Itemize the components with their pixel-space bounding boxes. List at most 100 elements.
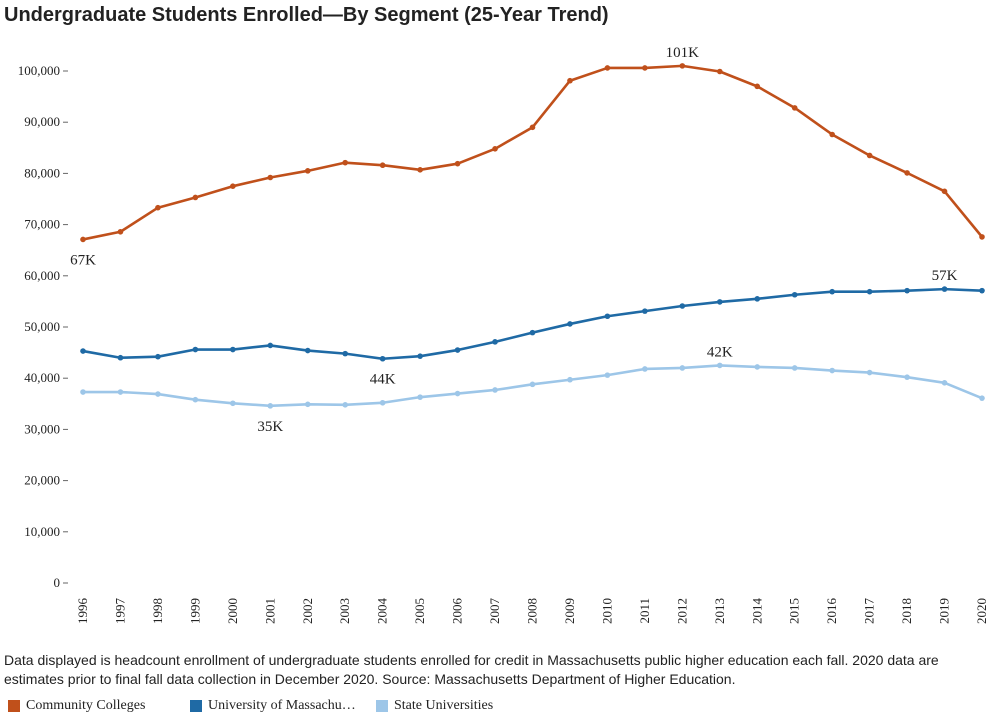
y-tick-label: 80,000 xyxy=(24,165,60,180)
y-tick-label: 70,000 xyxy=(24,217,60,232)
x-tick-label: 2007 xyxy=(487,598,502,625)
data-point xyxy=(567,321,573,327)
legend-label: Community Colleges xyxy=(26,698,146,713)
data-label: 42K xyxy=(707,344,733,360)
data-point xyxy=(230,346,236,353)
data-point xyxy=(604,372,611,378)
x-tick-label: 2009 xyxy=(562,598,577,624)
data-point xyxy=(716,299,723,305)
x-tick-label: 2002 xyxy=(300,598,315,624)
data-point xyxy=(754,83,761,90)
x-tick-label: 2003 xyxy=(337,598,352,624)
data-point xyxy=(679,303,686,309)
x-tick-label: 1999 xyxy=(187,598,202,624)
y-tick-label: 30,000 xyxy=(24,421,60,436)
x-tick-label: 2001 xyxy=(262,598,277,624)
series-line-0 xyxy=(82,64,984,241)
data-point xyxy=(192,396,199,403)
data-label: 101K xyxy=(666,45,700,61)
y-tick-label: 90,000 xyxy=(24,114,60,129)
data-point xyxy=(679,63,686,69)
data-point xyxy=(379,399,386,406)
y-tick-label: 40,000 xyxy=(24,370,60,385)
x-tick-label: 2011 xyxy=(637,598,652,624)
data-point xyxy=(904,287,910,294)
x-tick-label: 2013 xyxy=(712,598,727,624)
legend-label: University of Massachusetts xyxy=(208,698,358,713)
legend-swatch xyxy=(8,700,20,712)
x-tick-label: 2015 xyxy=(787,598,802,624)
x-tick-label: 2006 xyxy=(450,598,465,625)
legend-swatch xyxy=(190,700,202,712)
data-point xyxy=(529,124,536,131)
data-point xyxy=(454,160,461,167)
legend-item-umass[interactable]: University of Massachusetts xyxy=(190,698,376,714)
data-point xyxy=(492,146,498,152)
x-tick-label: 2005 xyxy=(412,598,427,624)
data-point xyxy=(117,354,124,361)
data-point xyxy=(230,183,236,189)
data-point xyxy=(267,403,274,409)
line-chart: 0 10,000 20,000 30,000 40,000 50,000 60,000 70,… xyxy=(18,45,989,625)
legend-item-state-universities[interactable]: State Universities xyxy=(376,698,493,714)
data-point xyxy=(267,174,274,181)
data-point xyxy=(866,152,873,159)
x-tick-label: 2016 xyxy=(824,598,839,625)
data-point xyxy=(567,77,573,84)
data-point xyxy=(716,68,723,75)
data-point xyxy=(791,365,798,371)
data-label: 44K xyxy=(370,372,396,388)
data-point xyxy=(866,369,873,376)
data-point xyxy=(567,376,573,383)
x-tick-label: 2020 xyxy=(974,598,989,624)
legend-item-community-colleges[interactable]: Community Colleges xyxy=(8,698,190,714)
chart-title: Undergraduate Students Enrolled—By Segme… xyxy=(4,4,609,26)
data-point xyxy=(155,204,161,211)
data-point xyxy=(941,188,948,195)
legend-label: State Universities xyxy=(394,698,494,713)
data-point xyxy=(342,159,349,166)
data-point xyxy=(829,131,835,138)
chart-footnote: Data displayed is headcount enrollment o… xyxy=(4,652,939,687)
data-point xyxy=(417,167,423,173)
data-point xyxy=(192,346,199,353)
data-point xyxy=(454,390,461,397)
data-label: 57K xyxy=(932,268,958,284)
x-tick-label: 1997 xyxy=(112,598,127,625)
data-point xyxy=(941,380,948,386)
data-point xyxy=(642,308,648,314)
data-point xyxy=(417,394,423,400)
legend: Community Colleges University of Massach… xyxy=(8,698,493,714)
data-label: 35K xyxy=(257,419,283,435)
data-point xyxy=(979,395,985,401)
data-point xyxy=(604,313,611,320)
x-tick-label: 2014 xyxy=(749,598,764,625)
data-point xyxy=(716,362,723,369)
x-tick-label: 2019 xyxy=(937,598,952,624)
data-point xyxy=(155,353,161,360)
data-point xyxy=(417,353,423,359)
data-point xyxy=(754,364,761,370)
data-point xyxy=(529,381,536,388)
data-point xyxy=(492,339,498,345)
data-point xyxy=(304,168,311,174)
y-tick-label: 10,000 xyxy=(24,524,60,539)
y-tick-label: 0 xyxy=(54,575,61,590)
data-point xyxy=(941,286,948,292)
data-point xyxy=(304,401,311,408)
data-point xyxy=(791,105,798,111)
data-point xyxy=(829,367,835,374)
data-point xyxy=(492,387,498,393)
x-tick-label: 2010 xyxy=(599,598,614,624)
x-tick-label: 2000 xyxy=(225,598,240,624)
data-point xyxy=(642,366,648,372)
y-tick-label: 60,000 xyxy=(24,268,60,283)
data-point xyxy=(979,287,985,294)
data-point xyxy=(829,288,835,295)
data-point xyxy=(866,288,873,295)
series-line-1 xyxy=(82,287,983,361)
x-tick-label: 2018 xyxy=(899,598,914,624)
data-point xyxy=(979,234,985,240)
data-point xyxy=(379,162,386,169)
data-point xyxy=(117,389,124,395)
